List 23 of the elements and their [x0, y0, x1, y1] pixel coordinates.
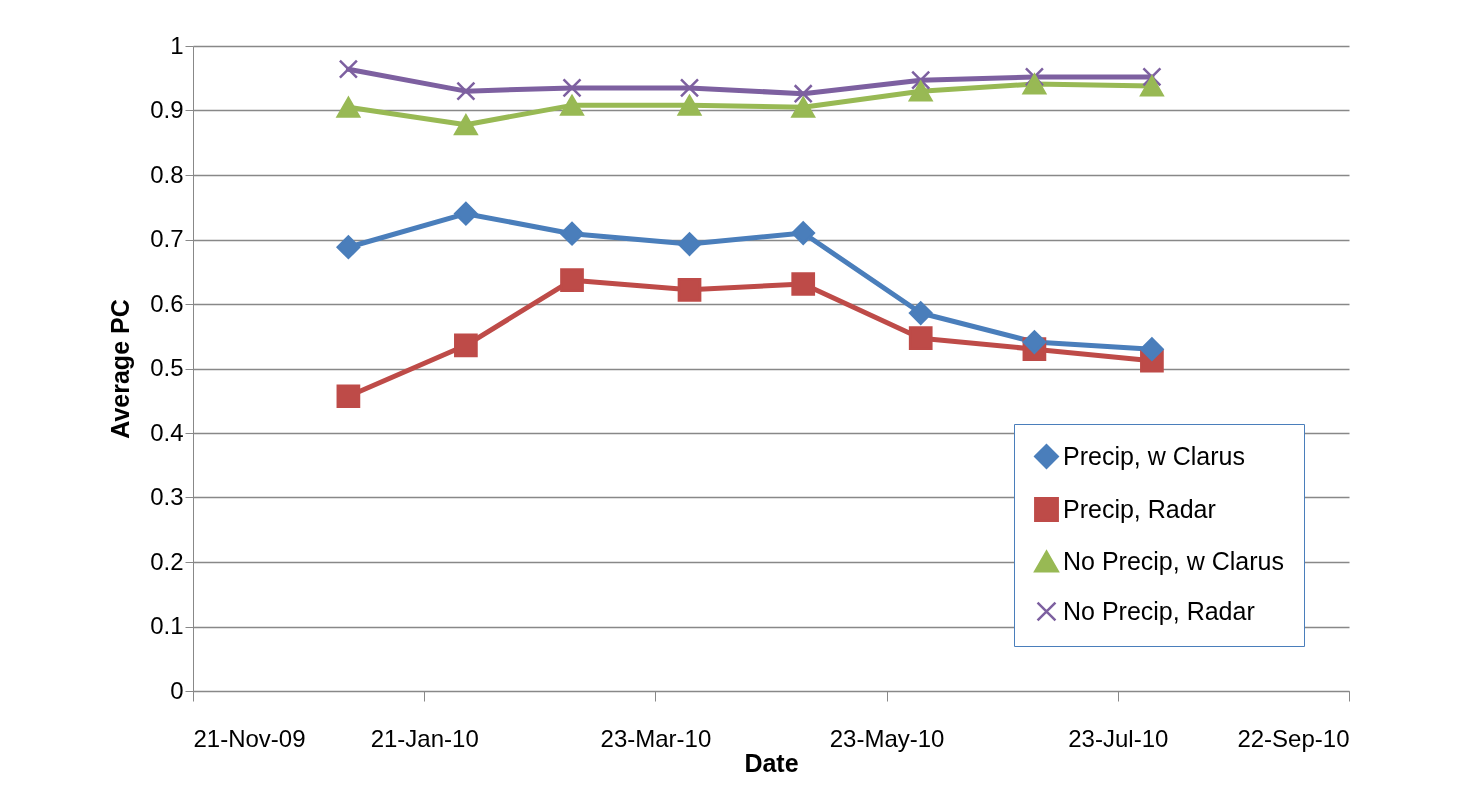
legend-label: Precip, w Clarus — [1063, 441, 1245, 470]
legend-label: No Precip, w Clarus — [1063, 546, 1284, 575]
legend-label: No Precip, Radar — [1063, 596, 1255, 625]
y-tick-label: 0.6 — [150, 289, 184, 317]
y-tick-label: 0.2 — [150, 547, 184, 575]
y-tick-label: 0.8 — [150, 160, 184, 188]
y-tick-label: 0.3 — [150, 483, 184, 510]
x-tick-label: 22-Sep-10 — [1237, 724, 1350, 752]
y-tick-label: 1 — [170, 31, 184, 59]
y-axis-title: Average PC — [106, 299, 135, 439]
y-tick-label: 0.9 — [150, 96, 184, 123]
x-axis-title: Date — [744, 748, 799, 777]
legend-label: Precip, Radar — [1063, 494, 1216, 523]
x-tick-label: 23-Jul-10 — [1068, 724, 1169, 752]
y-tick-label: 0.5 — [150, 354, 184, 381]
y-tick-label: 0.1 — [150, 612, 184, 639]
y-tick-label: 0.7 — [150, 225, 184, 252]
x-tick-label: 21-Nov-09 — [193, 724, 306, 752]
x-tick-label: 23-Mar-10 — [600, 724, 712, 752]
y-tick-label: 0 — [170, 676, 184, 704]
y-tick-label: 0.4 — [150, 418, 184, 446]
x-tick-label: 23-May-10 — [829, 724, 945, 752]
x-tick-label: 21-Jan-10 — [370, 724, 479, 752]
